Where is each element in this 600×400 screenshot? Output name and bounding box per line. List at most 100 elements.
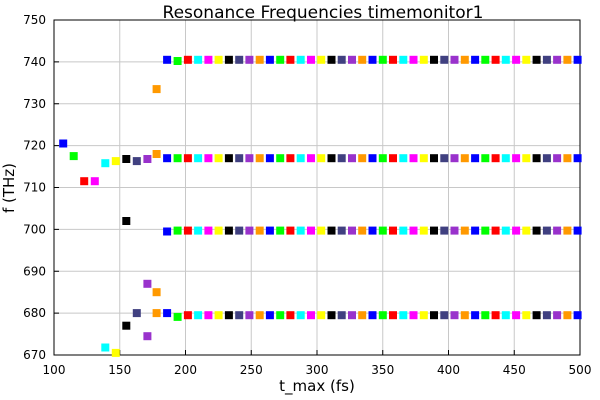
data-point xyxy=(399,226,408,235)
data-point xyxy=(440,311,449,320)
chart-title: Resonance Frequencies timemonitor1 xyxy=(163,3,484,23)
data-point xyxy=(430,311,438,320)
data-point xyxy=(440,154,449,163)
data-point xyxy=(573,226,582,235)
data-point xyxy=(378,55,387,64)
data-point xyxy=(143,332,152,341)
data-point xyxy=(307,55,315,64)
data-point xyxy=(286,226,295,235)
data-point xyxy=(512,311,521,320)
data-point xyxy=(255,154,264,163)
data-point xyxy=(276,55,285,64)
data-point xyxy=(163,309,172,318)
data-point xyxy=(265,226,274,235)
x-tick-label: 350 xyxy=(371,363,394,377)
data-point xyxy=(163,227,172,236)
data-point xyxy=(512,55,521,64)
data-point xyxy=(204,154,213,163)
data-point xyxy=(235,55,244,64)
data-point xyxy=(132,157,141,166)
data-point xyxy=(409,226,418,235)
data-point xyxy=(501,154,510,163)
data-point xyxy=(532,226,541,235)
data-point xyxy=(111,348,120,357)
data-point xyxy=(368,154,377,163)
data-point xyxy=(430,226,438,235)
data-point xyxy=(122,217,131,225)
data-point xyxy=(173,154,182,163)
data-point xyxy=(143,155,152,163)
data-point xyxy=(111,157,120,166)
data-point xyxy=(286,154,295,163)
data-point xyxy=(553,55,562,64)
x-tick-label: 450 xyxy=(503,363,526,377)
data-point xyxy=(194,226,203,235)
x-axis-ticks: 100 150 200 250 300 350 400 450 500 xyxy=(43,350,591,377)
data-point xyxy=(553,226,562,235)
data-point xyxy=(255,55,264,64)
data-point xyxy=(307,311,315,320)
data-point xyxy=(522,226,531,235)
data-point xyxy=(183,55,192,64)
data-point xyxy=(481,154,490,163)
data-point xyxy=(460,226,469,235)
data-point xyxy=(255,226,264,235)
data-point xyxy=(245,154,254,163)
data-point xyxy=(368,311,377,320)
data-point xyxy=(183,226,192,235)
data-point xyxy=(491,154,500,163)
data-point xyxy=(152,85,161,94)
data-point xyxy=(337,55,346,64)
data-point xyxy=(317,226,326,235)
data-point xyxy=(265,154,274,163)
data-point xyxy=(389,55,397,64)
data-point xyxy=(214,154,223,163)
y-tick-label: 700 xyxy=(23,222,46,236)
data-point xyxy=(532,154,541,163)
x-tick-label: 300 xyxy=(306,363,329,377)
data-point xyxy=(235,154,244,163)
data-point xyxy=(286,55,295,64)
data-point xyxy=(378,311,387,320)
data-point xyxy=(348,311,356,320)
data-point xyxy=(378,226,387,235)
data-point xyxy=(419,226,428,235)
data-point xyxy=(122,155,131,163)
data-point xyxy=(122,321,131,330)
data-point xyxy=(296,311,305,320)
x-axis-label: t_max (fs) xyxy=(279,377,355,396)
data-point xyxy=(183,311,192,320)
data-point xyxy=(501,226,510,235)
data-point xyxy=(491,311,500,320)
data-point xyxy=(296,55,305,64)
data-point xyxy=(348,154,356,163)
data-point xyxy=(471,55,480,64)
data-point xyxy=(542,311,551,320)
data-point xyxy=(224,55,233,64)
data-point xyxy=(419,154,428,163)
data-point xyxy=(235,311,244,320)
data-point xyxy=(573,311,582,320)
data-point xyxy=(255,311,264,320)
data-point xyxy=(194,154,203,163)
data-point xyxy=(245,226,254,235)
y-tick-label: 720 xyxy=(23,139,46,153)
data-point xyxy=(389,154,397,163)
data-point xyxy=(90,177,99,186)
y-tick-label: 740 xyxy=(23,55,46,69)
data-point xyxy=(69,152,78,161)
data-point xyxy=(491,55,500,64)
data-point xyxy=(101,159,110,168)
data-point xyxy=(214,55,223,64)
data-point xyxy=(173,312,182,321)
data-point xyxy=(337,154,346,163)
data-point xyxy=(245,55,254,64)
data-point xyxy=(307,154,315,163)
data-point xyxy=(419,311,428,320)
data-point xyxy=(563,55,572,64)
x-tick-label: 150 xyxy=(108,363,131,377)
data-point xyxy=(173,57,182,65)
data-point xyxy=(553,154,562,163)
